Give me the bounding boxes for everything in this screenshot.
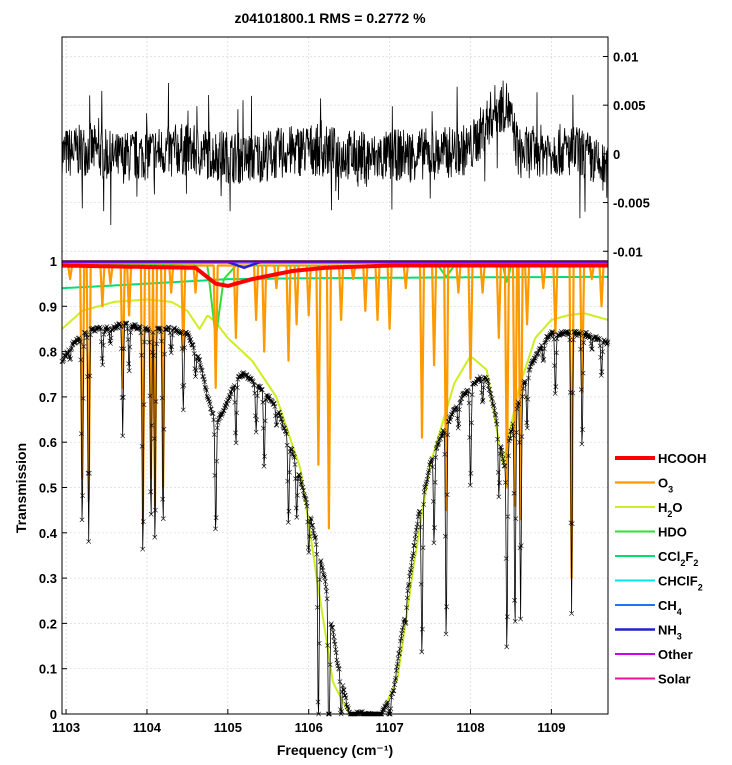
transmission-panel: 0 0.1 0.2 0.3 0.4 0.5 0.6 0.7 0.8 0.9 1 1103 1104 11… [39,254,611,735]
legend-label-hcooh: HCOOH [658,451,706,466]
transmission-ytick-label: 0 [50,707,57,722]
residual-ytick-label: -0.005 [613,196,650,211]
legend-label-h2o: H2O [658,500,683,519]
transmission-ytick-label: 0.3 [39,571,57,586]
transmission-xtick-label: 1109 [537,720,565,735]
y-axis-label: Transmission [13,443,29,533]
transmission-xtick-label: 1106 [295,720,323,735]
legend-label-o3: O3 [658,476,673,495]
transmission-ytick-label: 0.5 [39,481,57,496]
residual-ytick-label: 0.005 [613,98,646,113]
residual-ytick-label: 0.01 [613,49,638,64]
residual-title: z04101800.1 RMS = 0.2772 % [234,10,426,26]
legend-label-nh3: NH3 [658,623,682,642]
residual-ytick-label: 0 [613,147,620,162]
residual-ytick-label: -0.01 [613,244,643,259]
legend-label-other: Other [658,647,693,662]
transmission-xtick-label: 1108 [456,720,484,735]
transmission-ytick-label: 1 [50,254,57,269]
transmission-xtick-label: 1105 [214,720,242,735]
legend-label-ccl2f2: CCl2F2 [658,549,698,568]
x-axis-label: Frequency (cm⁻¹) [277,742,393,758]
transmission-ytick-label: 0.7 [39,390,57,405]
transmission-ytick-label: 0.2 [39,616,57,631]
transmission-ytick-label: 0.6 [39,435,57,450]
transmission-xtick-label: 1103 [52,720,80,735]
transmission-ytick-label: 0.9 [39,299,57,314]
transmission-ytick-label: 0.1 [39,662,57,677]
series-hcooh-line [62,263,608,288]
transmission-ytick-label: 0.8 [39,345,57,360]
transmission-ytick-label: 0.4 [39,526,58,541]
transmission-xtick-label: 1107 [375,720,403,735]
residual-line [61,80,609,226]
legend-label-hdo: HDO [658,525,687,540]
legend-label-chclf2: CHClF2 [658,574,703,593]
residual-panel: 0.01 0.005 0 -0.005 -0.01 [61,36,650,262]
transmission-xtick-label: 1104 [133,720,162,735]
legend-label-solar: Solar [658,672,691,687]
legend-label-ch4: CH4 [658,598,682,617]
legend: HCOOH O3 H2O HDO CCl2F2 CHClF2 CH4 NH3 Other Sola… [615,451,706,687]
